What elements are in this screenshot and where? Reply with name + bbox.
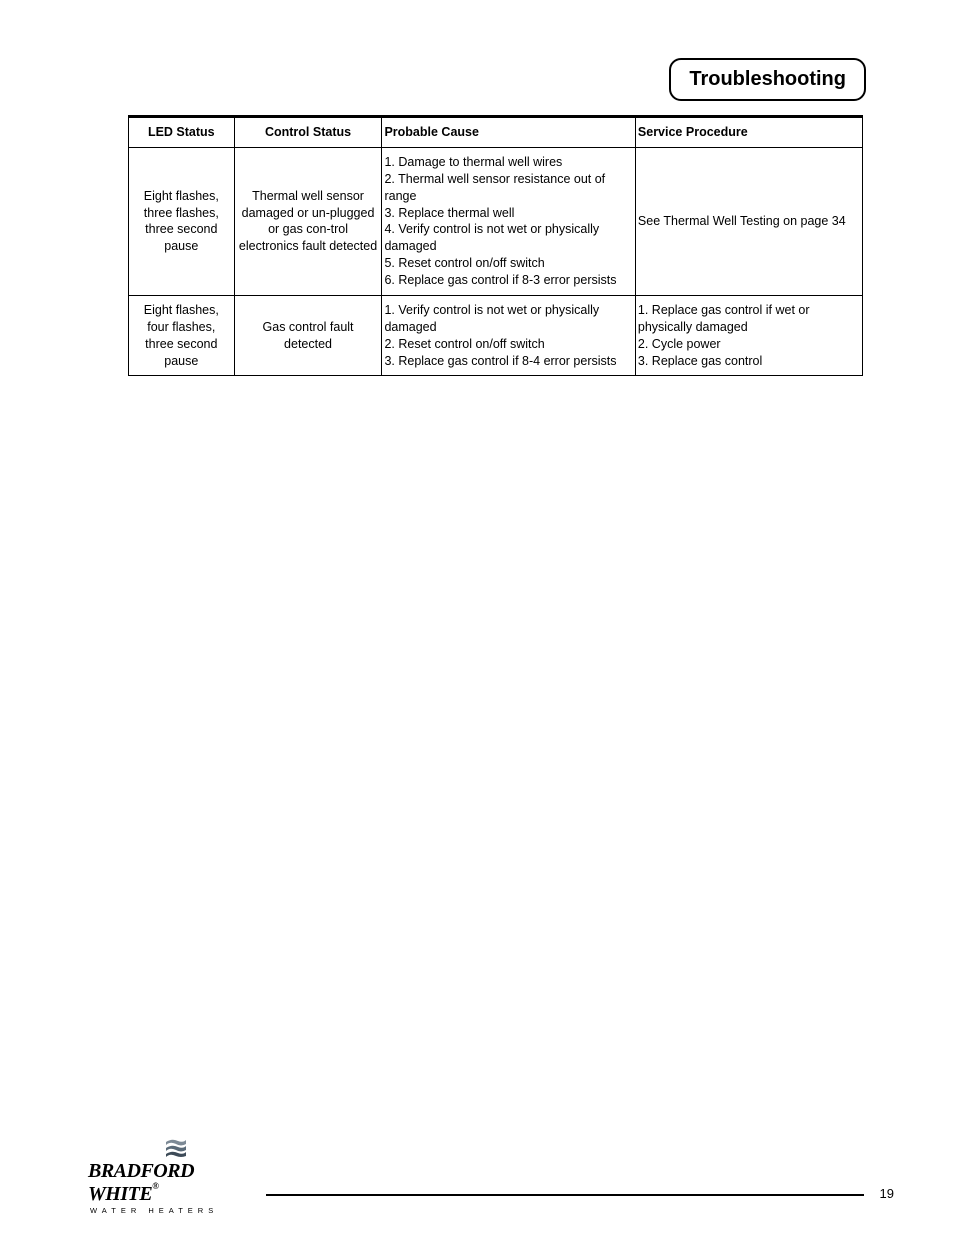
- column-header-service-procedure: Service Procedure: [635, 118, 862, 148]
- cell-service-procedure: See Thermal Well Testing on page 34: [635, 147, 862, 295]
- page-title: Troubleshooting: [689, 68, 846, 90]
- water-wave-icon: [164, 1136, 188, 1158]
- column-header-led-status: LED Status: [129, 118, 235, 148]
- column-header-probable-cause: Probable Cause: [382, 118, 635, 148]
- cell-probable-cause: 1. Verify control is not wet or physical…: [382, 295, 635, 376]
- brand-tagline: WATER HEATERS: [88, 1206, 258, 1215]
- registered-mark: ®: [152, 1181, 158, 1191]
- cell-led-status: Eight flashes, four flashes, three secon…: [129, 295, 235, 376]
- troubleshooting-table-container: LED Status Control Status Probable Cause…: [128, 115, 863, 376]
- cell-service-procedure: 1. Replace gas control if wet or physica…: [635, 295, 862, 376]
- column-header-control-status: Control Status: [234, 118, 382, 148]
- footer-rule: [266, 1194, 864, 1196]
- cell-probable-cause: 1. Damage to thermal well wires2. Therma…: [382, 147, 635, 295]
- troubleshooting-table: LED Status Control Status Probable Cause…: [128, 117, 863, 376]
- table-header-row: LED Status Control Status Probable Cause…: [129, 118, 863, 148]
- cell-control-status: Thermal well sensor damaged or un-plugge…: [234, 147, 382, 295]
- table-row: Eight flashes, three flashes, three seco…: [129, 147, 863, 295]
- cell-control-status: Gas control fault detected: [234, 295, 382, 376]
- page-footer: BRADFORD WHITE® WATER HEATERS 19: [88, 1165, 894, 1215]
- cell-led-status: Eight flashes, three flashes, three seco…: [129, 147, 235, 295]
- page-number: 19: [880, 1186, 894, 1201]
- brand-logo: BRADFORD WHITE® WATER HEATERS: [88, 1160, 258, 1215]
- table-row: Eight flashes, four flashes, three secon…: [129, 295, 863, 376]
- brand-name: BRADFORD WHITE®: [88, 1160, 258, 1206]
- brand-name-text: BRADFORD WHITE: [88, 1160, 194, 1205]
- page-title-box: Troubleshooting: [669, 58, 866, 101]
